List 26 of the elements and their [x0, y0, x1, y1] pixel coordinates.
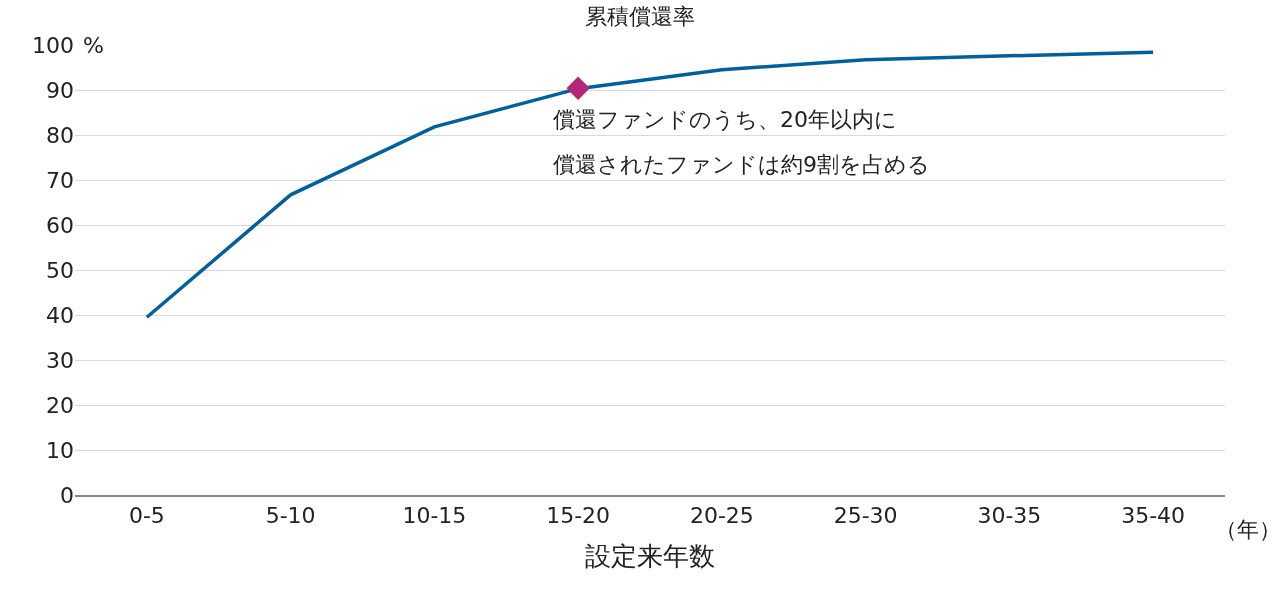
- x-tick-label: 5-10: [265, 503, 316, 529]
- chart-title: 累積償還率: [585, 4, 695, 30]
- y-tick-label: 50: [46, 257, 74, 283]
- annotation: 償還ファンドのうち、20年以内に: [553, 107, 897, 132]
- x-tick-label: 0-5: [128, 503, 165, 529]
- line-series: [145, 50, 1155, 319]
- y-tick-label: 60: [46, 212, 74, 238]
- annotation: 償還されたファンドは約9割を占める: [553, 152, 930, 177]
- x-tick-label: 30-35: [977, 503, 1042, 529]
- x-tick-label: 35-40: [1121, 503, 1186, 529]
- y-tick-label: 30: [46, 347, 74, 373]
- y-tick-label: 80: [46, 122, 74, 148]
- y-tick-label: 40: [46, 302, 74, 328]
- y-tick-label: 90: [46, 77, 74, 103]
- y-tick-label: 10: [46, 437, 74, 463]
- y-tick-label: 100: [32, 32, 74, 58]
- x-tick-label: 15-20: [546, 503, 611, 529]
- x-tick-label: 10-15: [402, 503, 467, 529]
- text: （年）: [1215, 517, 1280, 542]
- x-axis-title: 設定来年数: [585, 541, 715, 572]
- y-tick-label: 0: [60, 482, 74, 508]
- x-tick-label: 20-25: [689, 503, 754, 529]
- y-tick-label: 20: [46, 392, 74, 418]
- y-tick-label: 70: [46, 167, 74, 193]
- x-tick-label: 25-30: [833, 503, 898, 529]
- y-axis-title: %: [83, 33, 104, 58]
